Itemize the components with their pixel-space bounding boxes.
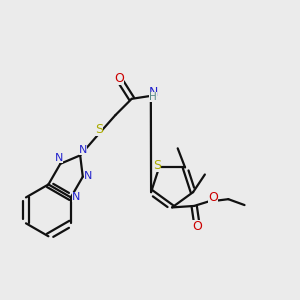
Text: N: N	[84, 171, 92, 181]
Text: N: N	[72, 191, 80, 202]
Text: N: N	[148, 86, 158, 99]
Text: S: S	[153, 160, 161, 172]
Text: O: O	[114, 72, 124, 85]
Text: H: H	[149, 92, 157, 102]
Text: N: N	[79, 145, 87, 155]
Text: N: N	[55, 154, 63, 164]
Text: S: S	[95, 123, 103, 136]
Text: O: O	[208, 190, 218, 204]
Text: O: O	[193, 220, 202, 233]
